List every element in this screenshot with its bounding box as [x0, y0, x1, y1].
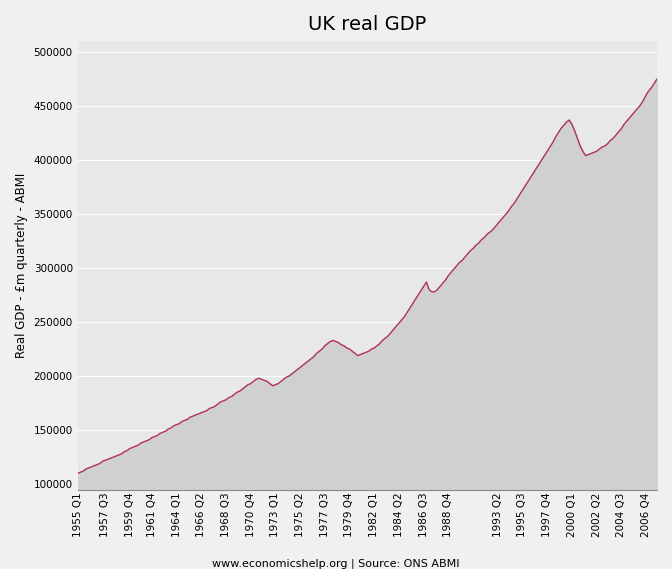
Y-axis label: Real GDP - £m quarterly - ABMI: Real GDP - £m quarterly - ABMI: [15, 173, 28, 358]
Text: www.economicshelp.org | Source: ONS ABMI: www.economicshelp.org | Source: ONS ABMI: [212, 558, 460, 568]
Title: UK real GDP: UK real GDP: [308, 15, 427, 34]
